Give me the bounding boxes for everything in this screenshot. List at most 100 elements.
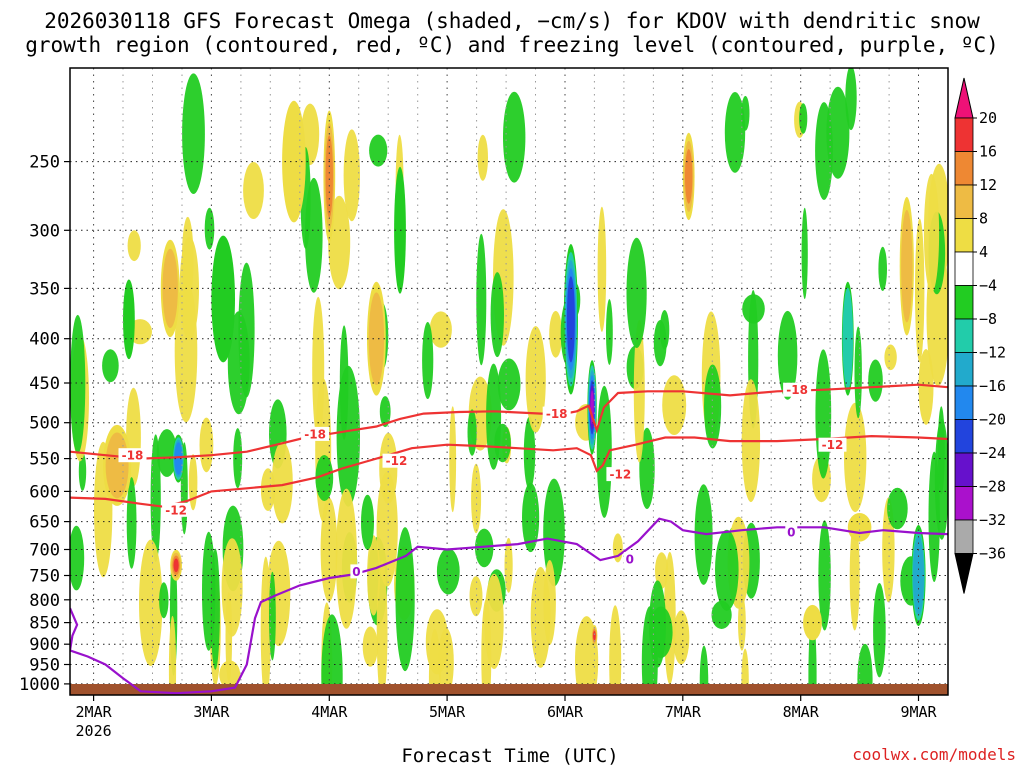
minus-18-isotherm — [70, 383, 948, 460]
colorbar-bin — [954, 184, 974, 219]
omega-streak — [742, 294, 765, 324]
omega-streak — [525, 326, 546, 433]
y-tick-label: 550 — [29, 450, 60, 470]
y-tick-label: 950 — [29, 656, 60, 676]
omega-cell — [325, 135, 333, 218]
omega-streak — [150, 434, 161, 562]
omega-streak — [156, 429, 178, 477]
omega-streak — [606, 299, 613, 365]
colorbar-label: −8 — [979, 310, 997, 328]
omega-streak — [102, 349, 119, 383]
omega-streak — [815, 349, 832, 479]
omega-cell — [842, 287, 854, 390]
omega-streak — [857, 643, 873, 695]
omega-streak — [777, 310, 798, 400]
colorbar-label: −20 — [979, 411, 1006, 429]
x-tick-label: 4MAR — [311, 703, 348, 721]
omega-streak — [361, 494, 374, 550]
colorbar-bin — [954, 519, 974, 554]
x-tick-sublabel: 2026 — [76, 722, 112, 740]
contour-label-layer: -18 -18 -18 -18 -12 -12 -12 -12 0 0 0 — [118, 382, 847, 579]
omega-streak — [626, 237, 647, 348]
colorbar-label: −24 — [979, 444, 1006, 462]
omega-streak — [873, 583, 886, 678]
omega-streak — [221, 538, 243, 637]
omega-streak — [227, 311, 250, 415]
omega-streak — [379, 432, 398, 504]
omega-streak — [854, 326, 862, 419]
omega-streak — [476, 233, 487, 366]
omega-streak — [612, 533, 623, 563]
omega-cell — [211, 235, 235, 363]
omega-streak — [336, 365, 360, 507]
omega-cell — [368, 292, 385, 386]
omega-streak — [449, 406, 457, 513]
omega-streak — [343, 129, 360, 222]
omega-streak — [715, 529, 739, 611]
contour-label-bg — [301, 426, 330, 441]
x-axis-label: Forecast Time (UTC) — [401, 745, 619, 767]
colorbar-label: −36 — [979, 545, 1006, 563]
omega-cell — [847, 513, 872, 542]
omega-streak — [362, 626, 378, 667]
colorbar-top-arrow — [954, 77, 974, 119]
omega-streak — [168, 615, 177, 695]
contour-label: -18 — [122, 449, 144, 463]
omega-streak — [724, 91, 746, 173]
omega-streak — [271, 441, 293, 524]
omega-streak — [369, 134, 388, 167]
omega-streak — [243, 162, 264, 219]
omega-streak — [376, 471, 398, 587]
omega-streak — [504, 537, 513, 593]
contour-label-bg — [382, 453, 411, 468]
omega-streak — [928, 451, 940, 582]
x-tick-label: 5MAR — [429, 703, 466, 721]
omega-streak — [126, 477, 137, 569]
omega-streak — [523, 416, 536, 490]
contour-label-bg — [542, 406, 571, 421]
y-tick-label: 400 — [29, 330, 60, 350]
minus-12-isotherm — [70, 434, 948, 508]
colorbar-bin — [954, 285, 974, 320]
omega-streak — [884, 344, 897, 371]
x-tick-label: 8MAR — [783, 703, 820, 721]
omega-streak — [233, 428, 243, 489]
omega-streak — [801, 207, 808, 300]
omega-streak — [662, 375, 687, 435]
contour-label: -18 — [546, 407, 568, 421]
chart-title-line-2: growth region (contoured, red, ºC) and f… — [25, 33, 999, 57]
omega-streak — [321, 614, 343, 695]
colorbar: 20 16 12 8 4 −4 −8 −12 −16 −20 −24 −28 −32 −36 — [954, 77, 1006, 594]
y-tick-label: 500 — [29, 414, 60, 434]
omega-streak — [78, 452, 87, 491]
y-tick-label: 600 — [29, 482, 60, 502]
omega-streak — [845, 68, 857, 131]
omega-streak — [494, 423, 511, 463]
contour-label-bg — [606, 467, 635, 482]
y-tick-label: 650 — [29, 513, 60, 533]
x-tick-label: 7MAR — [665, 703, 702, 721]
omega-streak — [469, 576, 483, 617]
source-credit: coolwx.com/models — [852, 745, 1016, 764]
omega-streak — [477, 134, 488, 181]
x-tick-label: 3MAR — [193, 703, 230, 721]
omega-streak — [490, 272, 504, 358]
omega-streak — [609, 605, 622, 695]
contour-label-bg — [785, 524, 798, 539]
omega-streak — [659, 310, 670, 350]
grid-layer — [70, 68, 949, 695]
y-axis: 2503003504004505005506006507007508008509… — [19, 153, 70, 695]
colorbar-label: 16 — [979, 143, 997, 161]
ground-surface — [70, 684, 948, 695]
omega-streak — [673, 610, 690, 665]
omega-streak — [219, 660, 241, 689]
omega-cell — [174, 442, 183, 475]
colorbar-bin — [954, 151, 974, 186]
omega-streak — [741, 648, 749, 695]
omega-streak — [799, 103, 808, 134]
omega-streak — [915, 218, 925, 363]
y-tick-label: 750 — [29, 567, 60, 587]
omega-streak — [543, 560, 556, 645]
